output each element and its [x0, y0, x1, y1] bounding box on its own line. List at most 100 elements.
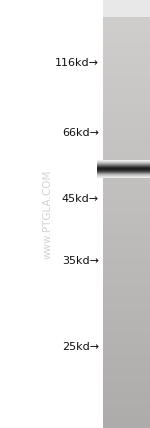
Bar — [103, 377, 150, 379]
Bar — [103, 287, 150, 289]
Bar — [103, 178, 150, 180]
Bar — [103, 327, 150, 330]
Bar — [103, 94, 150, 96]
Bar — [103, 6, 150, 9]
Bar — [103, 133, 150, 135]
Bar — [103, 330, 150, 332]
Bar — [103, 250, 150, 253]
Text: 25kd→: 25kd→ — [62, 342, 99, 352]
Bar — [103, 374, 150, 377]
Text: 66kd→: 66kd→ — [62, 128, 99, 138]
Bar — [103, 355, 150, 357]
Bar — [103, 124, 150, 126]
Bar — [103, 81, 150, 83]
Bar — [103, 120, 150, 122]
Bar — [103, 210, 150, 212]
Bar — [103, 242, 150, 244]
Bar — [103, 197, 150, 199]
Bar — [103, 259, 150, 261]
Bar — [103, 347, 150, 349]
Bar — [103, 32, 150, 34]
Bar — [103, 238, 150, 240]
Bar — [103, 86, 150, 88]
Bar — [103, 379, 150, 381]
Bar — [103, 188, 150, 190]
Bar — [103, 216, 150, 218]
Bar — [103, 150, 150, 152]
Bar — [103, 409, 150, 411]
Bar — [103, 60, 150, 62]
Bar — [103, 135, 150, 137]
Bar — [103, 113, 150, 116]
Bar — [103, 400, 150, 402]
Bar — [103, 342, 150, 345]
Bar — [103, 308, 150, 310]
Bar — [103, 345, 150, 347]
Bar — [103, 146, 150, 148]
Bar — [103, 413, 150, 415]
Bar — [103, 235, 150, 238]
Bar — [103, 79, 150, 81]
Bar — [103, 334, 150, 336]
Bar — [103, 9, 150, 11]
Bar — [103, 109, 150, 111]
Bar — [103, 419, 150, 422]
Bar — [103, 171, 150, 173]
Bar — [103, 310, 150, 312]
Bar — [103, 0, 150, 17]
Bar — [103, 17, 150, 19]
Bar — [103, 257, 150, 259]
Bar — [103, 323, 150, 325]
Bar — [103, 396, 150, 398]
Bar — [103, 218, 150, 220]
Bar — [103, 278, 150, 280]
Bar — [103, 240, 150, 242]
Bar — [103, 103, 150, 105]
Bar — [103, 2, 150, 4]
Bar — [103, 49, 150, 51]
Bar — [103, 56, 150, 58]
Bar — [103, 62, 150, 64]
Bar — [103, 231, 150, 233]
Bar — [103, 255, 150, 257]
Bar — [103, 21, 150, 24]
Bar — [103, 220, 150, 223]
Bar — [103, 201, 150, 203]
Bar — [103, 233, 150, 235]
Bar — [103, 274, 150, 276]
Bar — [103, 340, 150, 342]
Bar — [103, 404, 150, 407]
Bar — [103, 193, 150, 195]
Bar — [103, 381, 150, 383]
Bar — [103, 90, 150, 92]
Bar — [103, 88, 150, 90]
Bar — [103, 389, 150, 392]
Bar — [103, 19, 150, 21]
Bar — [103, 83, 150, 86]
Bar — [103, 24, 150, 26]
Bar — [103, 332, 150, 334]
Bar — [103, 208, 150, 210]
Bar — [103, 351, 150, 353]
Bar — [103, 154, 150, 156]
Bar — [103, 43, 150, 45]
Bar — [103, 349, 150, 351]
Bar — [103, 116, 150, 118]
Bar — [103, 306, 150, 308]
Bar — [103, 291, 150, 293]
Bar — [103, 253, 150, 255]
Bar — [103, 321, 150, 323]
Bar — [103, 317, 150, 319]
Bar — [103, 111, 150, 113]
Bar — [103, 424, 150, 426]
Bar — [103, 402, 150, 404]
Bar — [103, 184, 150, 186]
Bar — [103, 372, 150, 374]
Bar — [103, 304, 150, 306]
Bar — [103, 51, 150, 54]
Bar — [103, 39, 150, 41]
Bar — [103, 315, 150, 317]
Bar — [103, 338, 150, 340]
Bar — [103, 4, 150, 6]
Bar — [103, 214, 150, 216]
